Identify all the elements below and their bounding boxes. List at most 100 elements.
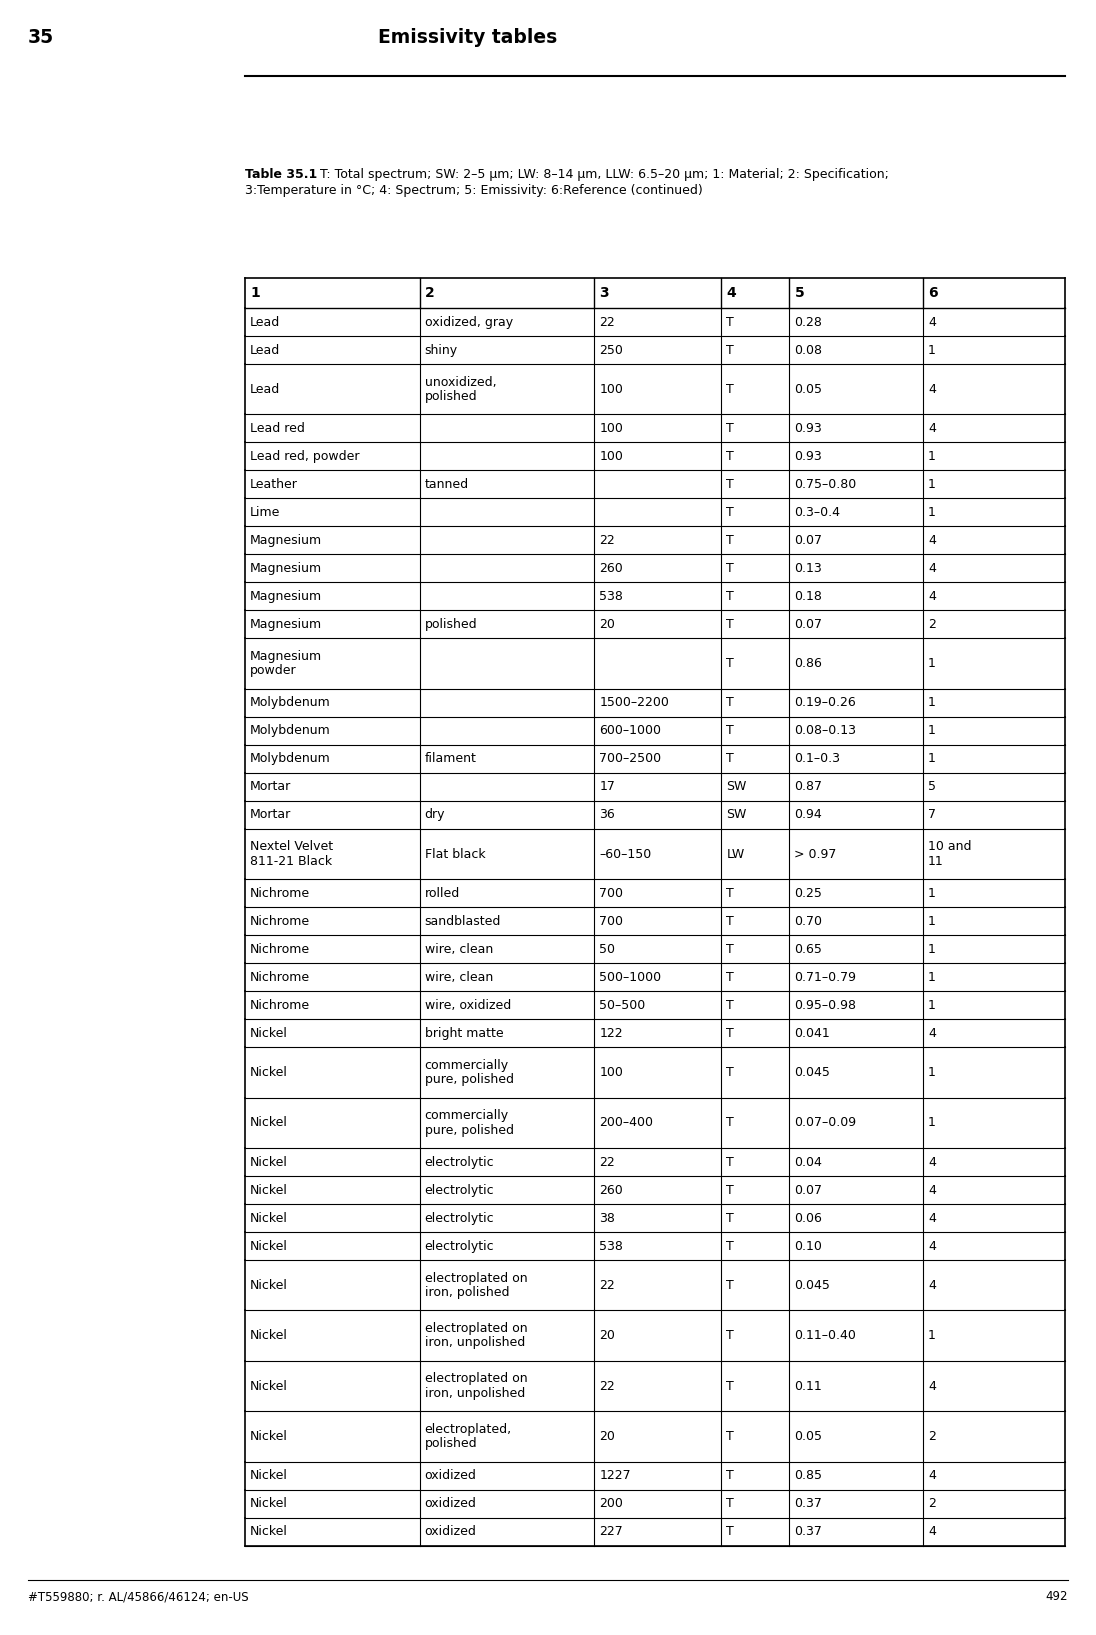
- Text: oxidized: oxidized: [424, 1470, 477, 1481]
- Text: 20: 20: [600, 1329, 615, 1342]
- Text: T: T: [727, 618, 734, 631]
- Text: Nickel: Nickel: [250, 1431, 288, 1444]
- Text: 0.11–0.40: 0.11–0.40: [795, 1329, 856, 1342]
- Text: T: T: [727, 752, 734, 765]
- Text: T: T: [727, 1212, 734, 1225]
- Text: 0.07: 0.07: [795, 1184, 822, 1197]
- Text: 492: 492: [1046, 1589, 1068, 1602]
- Text: commercially: commercially: [424, 1059, 509, 1071]
- Text: 3: 3: [600, 286, 609, 299]
- Text: 1: 1: [928, 999, 936, 1012]
- Text: T: T: [727, 697, 734, 710]
- Text: 1: 1: [928, 343, 936, 356]
- Text: 2: 2: [928, 1498, 936, 1511]
- Text: T: T: [727, 724, 734, 737]
- Text: Nickel: Nickel: [250, 1470, 288, 1481]
- Text: 227: 227: [600, 1525, 623, 1539]
- Text: Lead: Lead: [250, 316, 281, 329]
- Text: 1: 1: [928, 724, 936, 737]
- Text: 100: 100: [600, 422, 624, 435]
- Text: T: T: [727, 1431, 734, 1444]
- Text: bright matte: bright matte: [424, 1027, 503, 1040]
- Text: Molybdenum: Molybdenum: [250, 724, 331, 737]
- Text: 38: 38: [600, 1212, 615, 1225]
- Text: 1: 1: [928, 914, 936, 927]
- Text: 1: 1: [928, 752, 936, 765]
- Text: 0.70: 0.70: [795, 914, 822, 927]
- Text: Nickel: Nickel: [250, 1184, 288, 1197]
- Text: Magnesium: Magnesium: [250, 649, 322, 662]
- Text: electrolytic: electrolytic: [424, 1239, 494, 1252]
- Text: 0.93: 0.93: [795, 422, 822, 435]
- Text: commercially: commercially: [424, 1109, 509, 1122]
- Text: 4: 4: [928, 383, 936, 396]
- Text: 0.06: 0.06: [795, 1212, 822, 1225]
- Text: sandblasted: sandblasted: [424, 914, 501, 927]
- Text: 4: 4: [928, 1470, 936, 1481]
- Text: T: T: [727, 1498, 734, 1511]
- Text: filament: filament: [424, 752, 477, 765]
- Text: Nickel: Nickel: [250, 1498, 288, 1511]
- Text: oxidized: oxidized: [424, 1498, 477, 1511]
- Text: 700: 700: [600, 914, 624, 927]
- Text: T: T: [727, 316, 734, 329]
- Text: 1: 1: [928, 1329, 936, 1342]
- Text: 4: 4: [928, 535, 936, 546]
- Text: 50–500: 50–500: [600, 999, 646, 1012]
- Text: 4: 4: [928, 1027, 936, 1040]
- Text: 0.10: 0.10: [795, 1239, 822, 1252]
- Text: Lead red, powder: Lead red, powder: [250, 450, 359, 463]
- Text: 0.11: 0.11: [795, 1380, 822, 1393]
- Text: 4: 4: [928, 1239, 936, 1252]
- Text: T: T: [727, 422, 734, 435]
- Text: Nichrome: Nichrome: [250, 943, 310, 956]
- Text: 0.71–0.79: 0.71–0.79: [795, 971, 856, 984]
- Text: polished: polished: [424, 1437, 477, 1450]
- Text: T: T: [727, 590, 734, 603]
- Text: 6: 6: [928, 286, 938, 299]
- Text: T: T: [727, 343, 734, 356]
- Text: electroplated on: electroplated on: [424, 1272, 527, 1285]
- Text: electrolytic: electrolytic: [424, 1156, 494, 1169]
- Text: 0.08–0.13: 0.08–0.13: [795, 724, 856, 737]
- Text: Nextel Velvet: Nextel Velvet: [250, 840, 333, 853]
- Text: T: T: [727, 450, 734, 463]
- Text: 0.18: 0.18: [795, 590, 822, 603]
- Text: 3:Temperature in °C; 4: Spectrum; 5: Emissivity: 6:Reference (continued): 3:Temperature in °C; 4: Spectrum; 5: Emi…: [246, 185, 703, 196]
- Text: SW: SW: [727, 780, 746, 793]
- Text: rolled: rolled: [424, 886, 460, 899]
- Text: 0.94: 0.94: [795, 808, 822, 821]
- Text: Lead red: Lead red: [250, 422, 305, 435]
- Text: Lime: Lime: [250, 505, 281, 518]
- Text: 1: 1: [928, 971, 936, 984]
- Text: 0.041: 0.041: [795, 1027, 831, 1040]
- Text: 2: 2: [424, 286, 434, 299]
- Text: electroplated,: electroplated,: [424, 1422, 512, 1436]
- Text: iron, polished: iron, polished: [424, 1285, 510, 1298]
- Text: Magnesium: Magnesium: [250, 562, 322, 576]
- Text: iron, unpolished: iron, unpolished: [424, 1386, 525, 1400]
- Text: 0.25: 0.25: [795, 886, 822, 899]
- Text: Nickel: Nickel: [250, 1329, 288, 1342]
- Text: 1: 1: [928, 886, 936, 899]
- Text: Nichrome: Nichrome: [250, 914, 310, 927]
- Text: 100: 100: [600, 383, 624, 396]
- Text: Magnesium: Magnesium: [250, 590, 322, 603]
- Text: 0.28: 0.28: [795, 316, 822, 329]
- Text: 0.07–0.09: 0.07–0.09: [795, 1117, 857, 1130]
- Text: T: T: [727, 383, 734, 396]
- Text: 4: 4: [928, 422, 936, 435]
- Text: –60–150: –60–150: [600, 847, 651, 860]
- Text: Nickel: Nickel: [250, 1117, 288, 1130]
- Text: LW: LW: [727, 847, 744, 860]
- Text: T: T: [727, 505, 734, 518]
- Text: 4: 4: [928, 1212, 936, 1225]
- Text: 4: 4: [928, 1380, 936, 1393]
- Text: T: T: [727, 1156, 734, 1169]
- Text: T: T: [727, 1027, 734, 1040]
- Text: 20: 20: [600, 1431, 615, 1444]
- Text: 35: 35: [28, 28, 54, 47]
- Text: Lead: Lead: [250, 383, 281, 396]
- Text: 5: 5: [928, 780, 936, 793]
- Text: 100: 100: [600, 450, 624, 463]
